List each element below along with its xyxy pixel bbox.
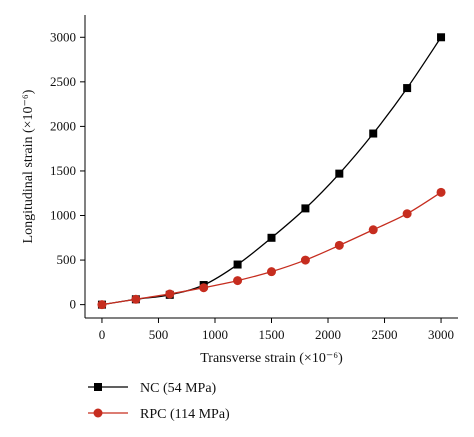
data-point [165,289,175,299]
data-point [233,276,243,286]
legend-marker [93,408,103,418]
x-tick-label: 0 [99,327,106,342]
x-axis-label: Transverse strain (×10⁻⁶) [200,351,343,366]
x-tick-label: 1000 [202,327,228,342]
y-axis-label: Longitudinal strain (×10⁻⁶) [21,89,36,243]
y-tick-label: 500 [57,252,77,267]
legend-entry: RPC (114 MPa) [88,407,230,422]
data-point [131,294,141,304]
x-tick-label: 1500 [259,327,285,342]
data-point [97,300,107,310]
y-tick-label: 2000 [50,118,76,133]
data-point [199,283,209,293]
data-point [369,129,378,138]
legend-entry: NC (54 MPa) [88,381,217,396]
x-tick-label: 2000 [315,327,341,342]
legend-label: NC (54 MPa) [140,381,217,396]
legend-label: RPC (114 MPa) [140,407,230,422]
y-tick-label: 3000 [50,29,76,44]
data-point [403,84,412,93]
x-tick-label: 500 [149,327,169,342]
series-layer [97,33,446,310]
data-point [368,225,378,235]
legend-marker [94,383,102,391]
series-1 [97,187,446,310]
data-point [335,169,344,178]
x-ticks: 0 500 1000 1500 2000 2500 3000 [99,318,454,342]
series-line [101,36,442,306]
data-point [300,255,310,265]
data-point [437,33,446,42]
y-ticks: 0 500 1000 1500 2000 2500 3000 [50,29,85,312]
data-point [267,267,276,277]
data-point [233,260,242,269]
x-tick-label: 3000 [428,327,454,342]
y-tick-label: 0 [70,297,77,312]
series-line [101,191,442,306]
x-tick-label: 2500 [372,327,398,342]
data-point [267,233,276,242]
y-tick-label: 1500 [50,163,76,178]
data-point [334,240,344,250]
data-point [402,209,412,219]
y-tick-label: 2500 [50,74,76,89]
data-point [436,187,446,197]
y-tick-label: 1000 [50,208,76,223]
data-point [301,204,310,213]
legend: NC (54 MPa) RPC (114 MPa) [88,381,230,422]
